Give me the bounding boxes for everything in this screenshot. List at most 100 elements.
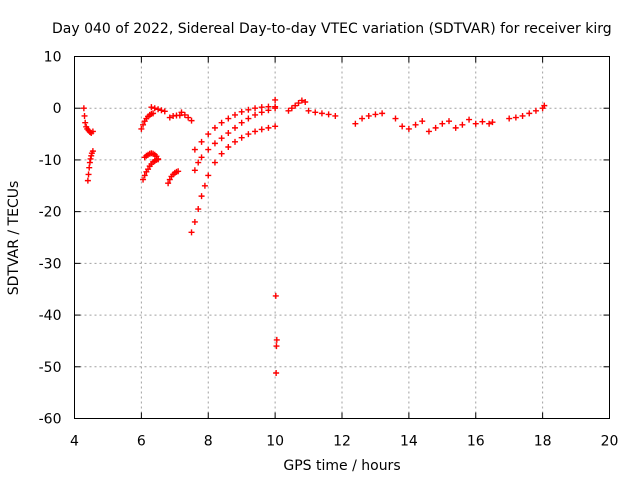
data-point	[85, 171, 92, 178]
x-tick-label: 10	[266, 434, 284, 450]
x-tick-label: 16	[467, 434, 485, 450]
data-point	[479, 118, 486, 125]
data-point	[252, 111, 259, 118]
series-arc_upper	[191, 103, 279, 153]
data-point	[238, 119, 245, 126]
data-point	[532, 107, 539, 114]
data-point	[258, 126, 265, 133]
data-point	[512, 114, 519, 121]
data-point	[89, 128, 96, 135]
plot-frame	[74, 56, 610, 419]
data-point	[205, 146, 212, 153]
data-point	[148, 104, 155, 111]
data-point	[392, 115, 399, 122]
data-point	[506, 115, 513, 122]
data-point	[519, 112, 526, 119]
data-point	[272, 103, 279, 110]
data-point	[298, 97, 305, 104]
data-point	[252, 128, 259, 135]
chart-title: Day 040 of 2022, Sidereal Day-to-day VTE…	[52, 21, 612, 37]
data-point	[466, 116, 473, 123]
data-point	[80, 105, 87, 112]
data-point	[225, 130, 232, 137]
x-tick-label: 12	[333, 434, 351, 450]
data-point	[372, 111, 379, 118]
data-point	[198, 138, 205, 145]
data-point	[412, 121, 419, 128]
data-point	[452, 124, 459, 131]
series-pass_10h_11h	[285, 97, 339, 119]
x-tick-label: 6	[137, 434, 146, 450]
data-point	[195, 159, 202, 166]
data-point	[272, 96, 279, 103]
data-point	[198, 154, 205, 161]
data-point	[352, 120, 359, 127]
data-point	[365, 112, 372, 119]
data-point	[140, 176, 147, 183]
data-point	[158, 107, 165, 114]
data-point	[84, 177, 91, 184]
data-point	[225, 115, 232, 122]
series-arc_middle	[191, 105, 279, 174]
data-point	[150, 110, 157, 117]
series-arc_lower	[188, 123, 279, 236]
data-point	[379, 110, 386, 117]
data-point	[211, 159, 218, 166]
data-point	[191, 218, 198, 225]
data-point	[273, 343, 280, 350]
series-pass_14h	[392, 115, 426, 132]
data-point	[272, 292, 279, 299]
data-point	[165, 180, 172, 187]
data-point	[86, 164, 93, 171]
data-point	[265, 103, 272, 110]
data-point	[472, 120, 479, 127]
series-pass_6h_a	[138, 110, 157, 132]
y-tick-label: 0	[53, 101, 62, 117]
data-point	[425, 128, 432, 135]
data-point	[526, 110, 533, 117]
data-point	[489, 119, 496, 126]
data-point	[218, 135, 225, 142]
data-points	[80, 96, 548, 376]
data-point	[292, 102, 299, 109]
series-pass_7h_c	[178, 109, 195, 124]
x-tick-label: 8	[204, 434, 213, 450]
series-pass_4h_b	[84, 148, 96, 184]
data-point	[81, 112, 88, 119]
y-tick-label: -40	[39, 308, 62, 324]
data-point	[166, 114, 173, 121]
data-point	[205, 172, 212, 179]
data-point	[211, 140, 218, 147]
data-point	[258, 109, 265, 116]
data-point	[541, 102, 548, 109]
data-point	[295, 100, 302, 107]
series-pass_4h_a	[80, 105, 96, 137]
x-tick-label: 14	[400, 434, 418, 450]
data-point	[161, 108, 168, 115]
y-tick-label: -30	[39, 256, 62, 272]
data-point	[191, 146, 198, 153]
x-tick-label: 20	[601, 434, 619, 450]
y-axis-label: SDTVAR / TECUs	[6, 181, 22, 296]
data-point	[332, 112, 339, 119]
data-point	[145, 166, 152, 173]
y-tick-label: -10	[39, 153, 62, 169]
x-tick-label: 18	[534, 434, 552, 450]
data-point	[272, 123, 279, 130]
y-tick-label: -60	[39, 412, 62, 428]
data-point	[419, 118, 426, 125]
data-point	[399, 123, 406, 130]
data-point	[201, 182, 208, 189]
data-point	[188, 229, 195, 236]
data-point	[325, 111, 332, 118]
data-point	[273, 369, 280, 376]
data-point	[155, 155, 162, 162]
data-point	[232, 138, 238, 145]
series-pass_17h_18h	[506, 102, 548, 122]
series-pass_7h_b	[166, 112, 183, 121]
data-point	[288, 105, 295, 112]
data-point	[175, 168, 182, 175]
y-tick-label: -20	[39, 205, 62, 221]
data-point	[285, 107, 292, 114]
grid-lines	[74, 56, 610, 419]
